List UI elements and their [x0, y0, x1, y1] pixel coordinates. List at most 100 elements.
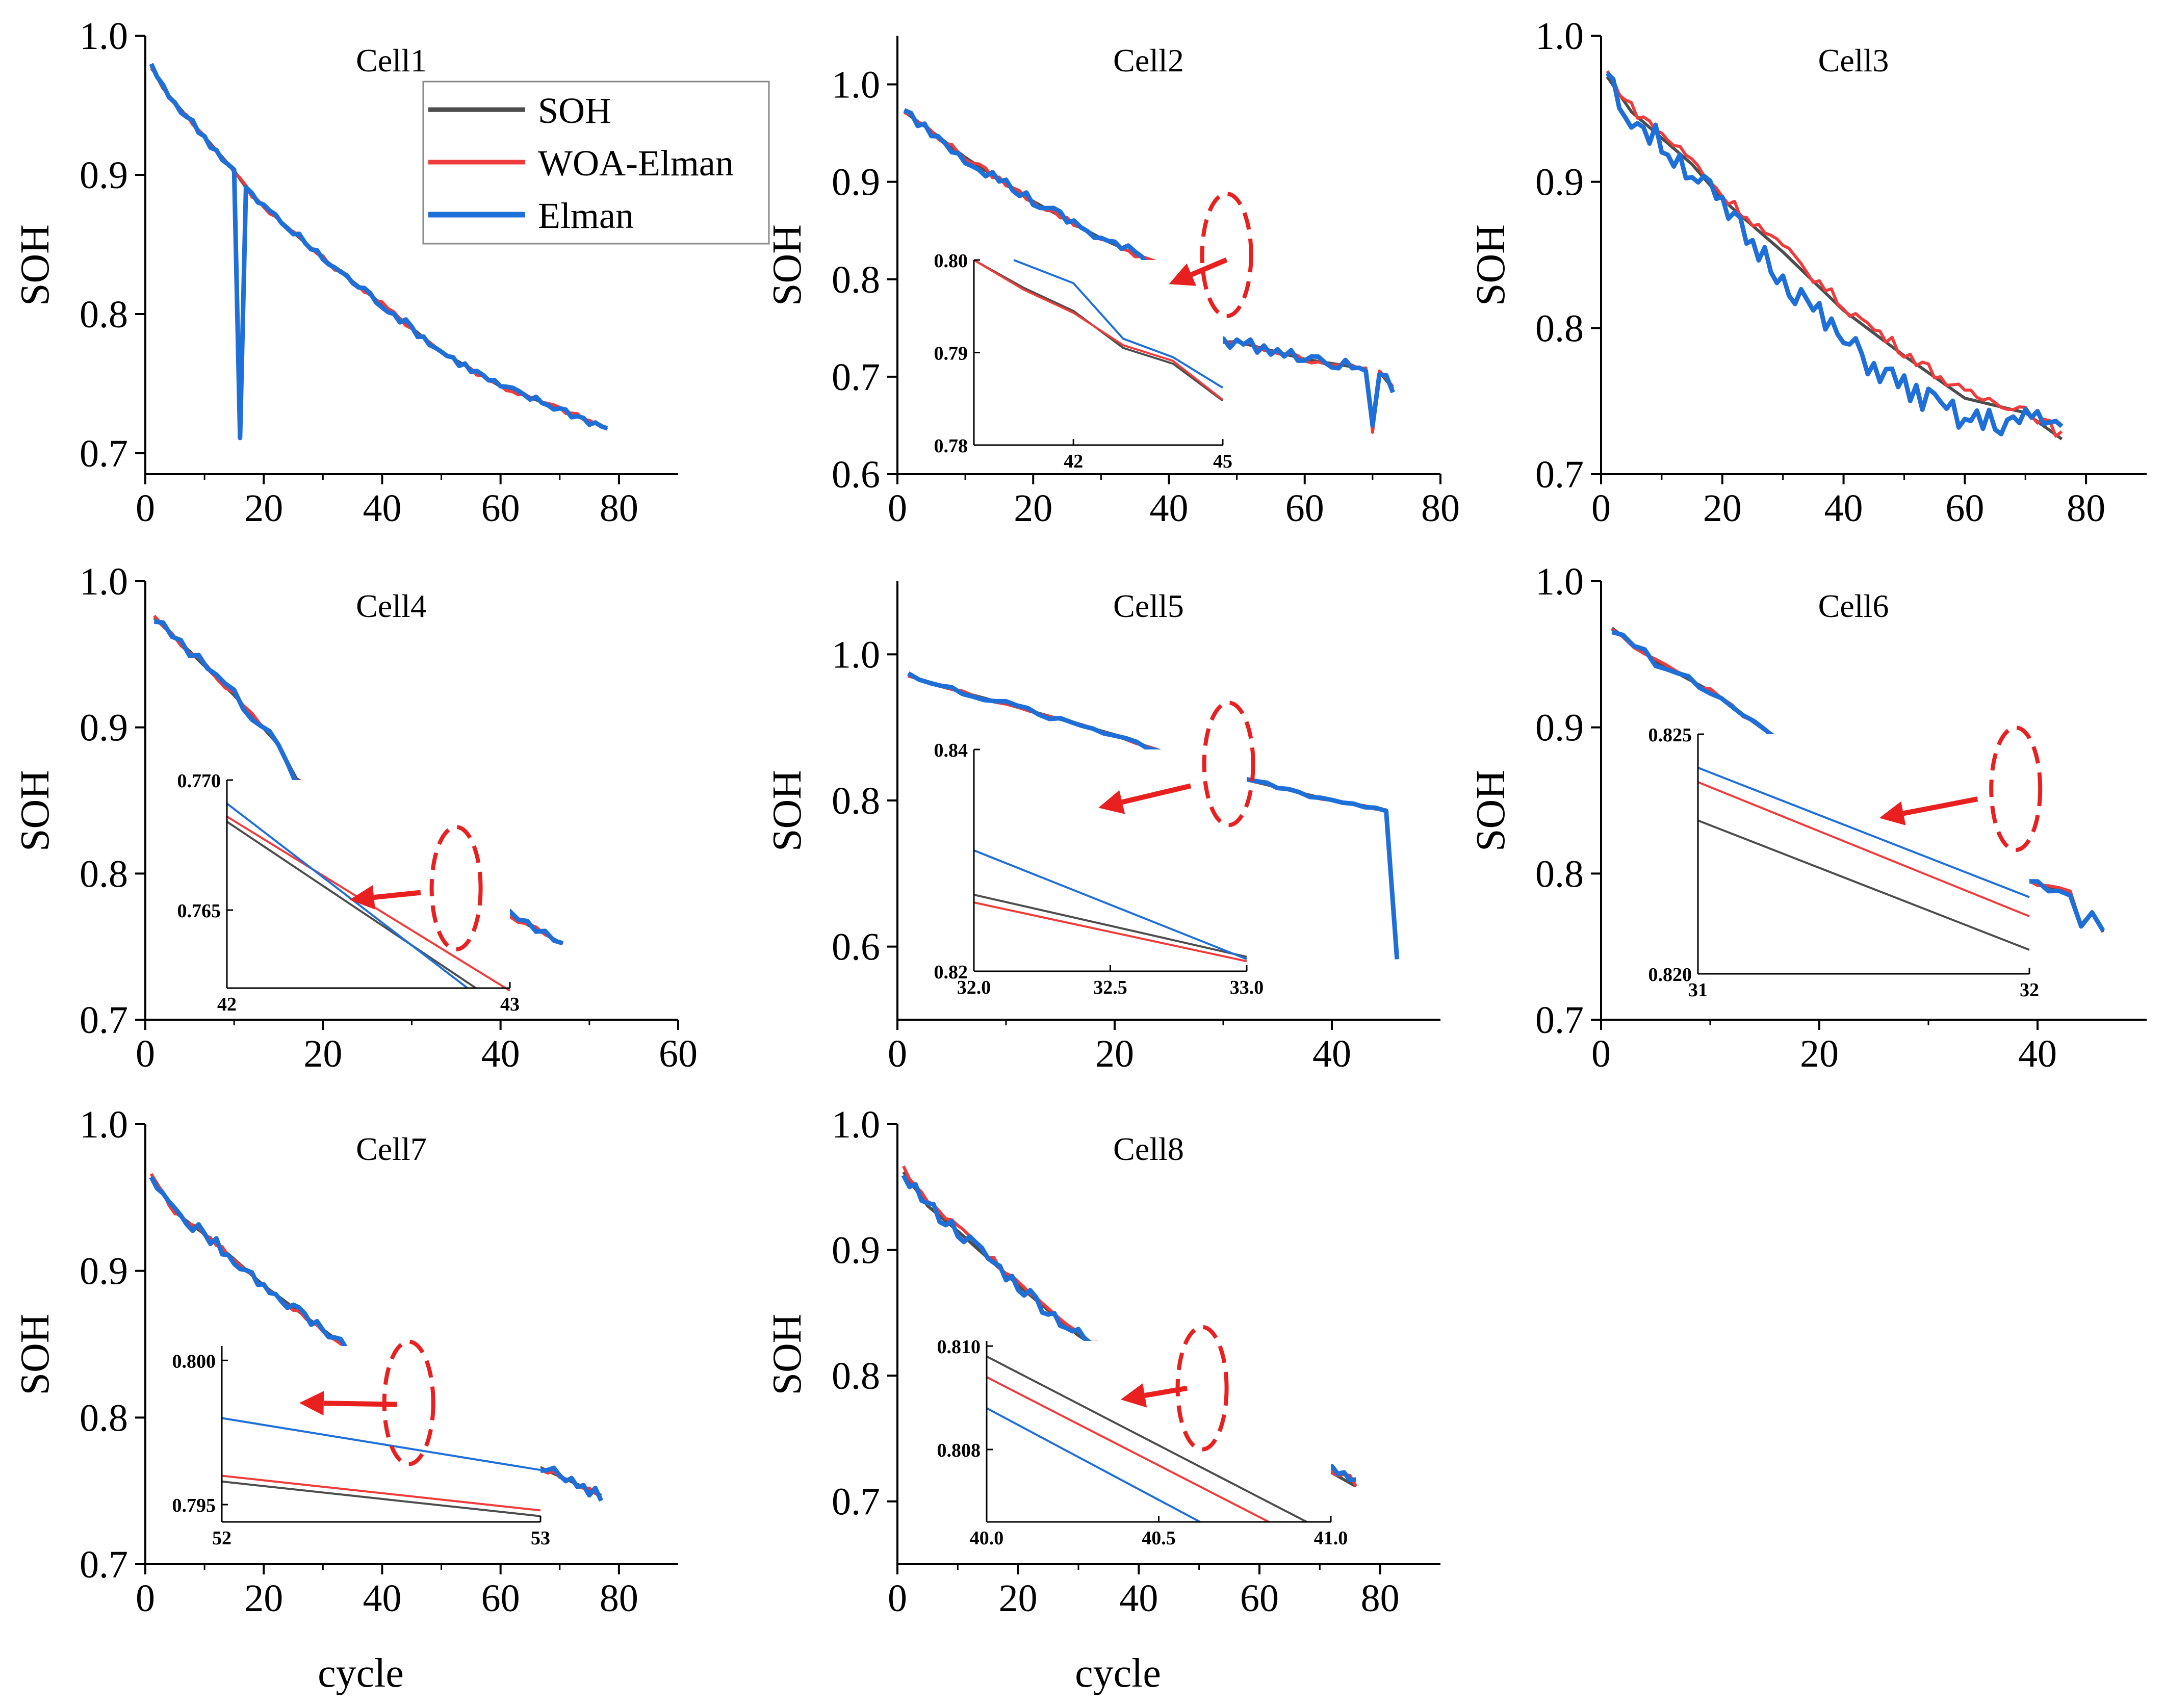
- arrow-head: [1098, 790, 1125, 814]
- inset-series-elman: [1013, 259, 1224, 389]
- x-tick-label: 60: [659, 1032, 698, 1075]
- y-axis-label: SOH: [13, 770, 58, 851]
- y-axis-label: SOH: [765, 224, 810, 306]
- x-tick-label: 80: [600, 487, 638, 530]
- arrow-head: [299, 1391, 324, 1416]
- x-tick-label: 80: [1421, 487, 1460, 530]
- arrow-shaft: [1190, 257, 1228, 277]
- panel-title: Cell5: [1113, 588, 1184, 624]
- x-tick-label: 80: [600, 1577, 638, 1620]
- inset-series-woa: [973, 259, 1224, 401]
- y-tick-label: 0.9: [1535, 707, 1584, 749]
- panel-title: Cell3: [1818, 42, 1889, 79]
- y-tick-label: 1.0: [832, 633, 880, 676]
- y-tick-label: 0.9: [1535, 161, 1584, 204]
- x-tick-label: 20: [244, 487, 283, 530]
- y-tick-label: 0.7: [80, 1543, 128, 1586]
- y-tick-label: 0.7: [1535, 999, 1584, 1042]
- inset-series-elman: [986, 1407, 1201, 1523]
- inset-zoom: 32.0 32.5 33.0 0.82 0.84: [934, 740, 1264, 998]
- x-tick-label: 0: [136, 487, 155, 530]
- y-axis-label: SOH: [13, 1313, 58, 1395]
- y-tick-label: 0.9: [80, 707, 128, 749]
- x-tick-label: 20: [303, 1032, 342, 1075]
- inset-background: [974, 749, 1247, 971]
- inset-x-tick-label: 32.5: [1093, 977, 1127, 998]
- y-axis-label: SOH: [13, 224, 58, 306]
- y-tick-label: 0.8: [832, 258, 880, 301]
- inset-x-tick-label: 52: [212, 1528, 231, 1549]
- inset-x-tick-label: 31: [1688, 979, 1708, 1001]
- x-tick-label: 40: [1312, 1032, 1351, 1075]
- series-woa: [1606, 70, 2063, 438]
- inset-series-elman: [226, 803, 469, 989]
- y-axis-label: SOH: [765, 770, 810, 851]
- arrow-head: [1120, 1383, 1147, 1408]
- panel-title: Cell6: [1818, 588, 1889, 624]
- x-tick-label: 40: [1824, 487, 1863, 530]
- panel-cell4: 0 20 40 60 0.7 0.8 0.9 1.0 Cell4 SOH 42 43 0.765 0.77…: [13, 560, 698, 1075]
- inset-y-tick-label: 0.79: [934, 343, 968, 365]
- x-tick-label: 60: [481, 487, 520, 530]
- inset-background: [222, 1346, 540, 1522]
- series-woa: [904, 111, 1395, 434]
- y-tick-label: 0.8: [80, 852, 128, 895]
- y-tick-label: 0.8: [1535, 852, 1584, 895]
- zoom-arrow: [1879, 796, 1978, 825]
- inset-series-soh: [226, 820, 477, 989]
- x-tick-label: 40: [2018, 1032, 2057, 1075]
- legend: SOH WOA-Elman Elman: [422, 81, 770, 245]
- inset-zoom: 52 53 0.795 0.800: [172, 1346, 550, 1549]
- y-tick-label: 0.8: [80, 1396, 128, 1439]
- inset-y-tick-label: 0.820: [1648, 964, 1692, 986]
- x-tick-label: 0: [136, 1577, 155, 1620]
- x-axis-label: cycle: [318, 1651, 404, 1696]
- series-elman: [149, 63, 608, 441]
- panel-title: Cell8: [1113, 1131, 1184, 1167]
- arrow-head: [1169, 263, 1197, 286]
- inset-zoom: 42 43 0.765 0.770: [177, 770, 520, 1015]
- legend-label: SOH: [538, 90, 611, 131]
- inset-x-tick-label: 32: [2020, 979, 2039, 1001]
- inset-y-tick-label: 0.765: [177, 900, 221, 922]
- inset-series-woa: [986, 1376, 1270, 1523]
- panel-title: Cell4: [356, 588, 427, 624]
- inset-series-woa: [973, 901, 1247, 963]
- inset-y-tick-label: 0.795: [172, 1495, 216, 1516]
- inset-series-soh: [986, 1355, 1307, 1523]
- inset-y-tick-label: 0.84: [934, 740, 968, 761]
- y-tick-label: 0.6: [832, 926, 880, 969]
- panel-title: Cell7: [356, 1131, 427, 1167]
- inset-series-woa: [221, 1474, 541, 1512]
- legend-label: Elman: [538, 195, 634, 236]
- y-tick-label: 0.8: [80, 293, 128, 336]
- inset-series-elman: [1697, 766, 2030, 898]
- inset-x-tick-label: 33.0: [1230, 977, 1264, 998]
- zoom-arrow: [299, 1391, 397, 1416]
- panel-cell1: 0 20 40 60 80 0.7 0.8 0.9 1.0 Cell1 SOH SOH WOA-Elma…: [13, 15, 770, 530]
- inset-x-tick-label: 41.0: [1314, 1528, 1348, 1549]
- y-axis-label: SOH: [1469, 770, 1513, 851]
- panel-title: Cell2: [1113, 42, 1184, 79]
- y-tick-label: 1.0: [80, 560, 128, 603]
- inset-x-tick-label: 32.0: [957, 977, 991, 998]
- x-tick-label: 60: [1945, 487, 1984, 530]
- arrow-shaft: [323, 1401, 397, 1407]
- panel-title: Cell1: [356, 42, 427, 79]
- inset-x-tick-label: 45: [1213, 451, 1232, 472]
- x-tick-label: 40: [1119, 1577, 1158, 1620]
- panel-cell7: 0 20 40 60 80 0.7 0.8 0.9 1.0 Cell7 SOH cycle 52 53 0.…: [13, 1103, 678, 1696]
- y-axis-label: SOH: [1469, 224, 1513, 306]
- series-soh: [1606, 75, 2063, 441]
- x-tick-label: 40: [1150, 487, 1189, 530]
- y-tick-label: 1.0: [80, 1103, 128, 1146]
- y-tick-label: 1.0: [80, 15, 128, 58]
- series-elman: [1605, 71, 2064, 436]
- x-tick-label: 0: [1591, 1032, 1611, 1075]
- inset-y-tick-label: 0.80: [934, 250, 968, 272]
- legend-label: WOA-Elman: [538, 143, 734, 184]
- y-tick-label: 0.9: [80, 154, 128, 197]
- x-tick-label: 40: [363, 1577, 401, 1620]
- arrow-shaft: [1121, 783, 1192, 805]
